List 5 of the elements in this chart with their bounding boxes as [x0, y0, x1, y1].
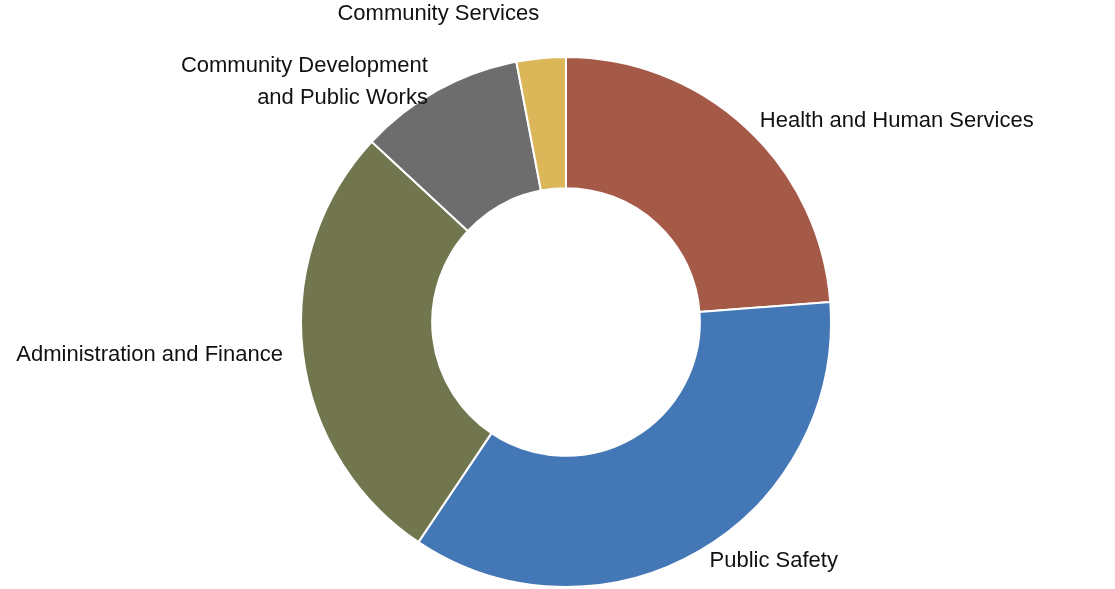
slice-label: Community Services: [337, 0, 540, 26]
slice-label: Administration and Finance: [16, 340, 283, 366]
slice-label: Public Safety: [709, 546, 838, 572]
slice-label: Community Development and Public Works: [180, 52, 428, 110]
slice-label: Health and Human Services: [759, 107, 1034, 133]
